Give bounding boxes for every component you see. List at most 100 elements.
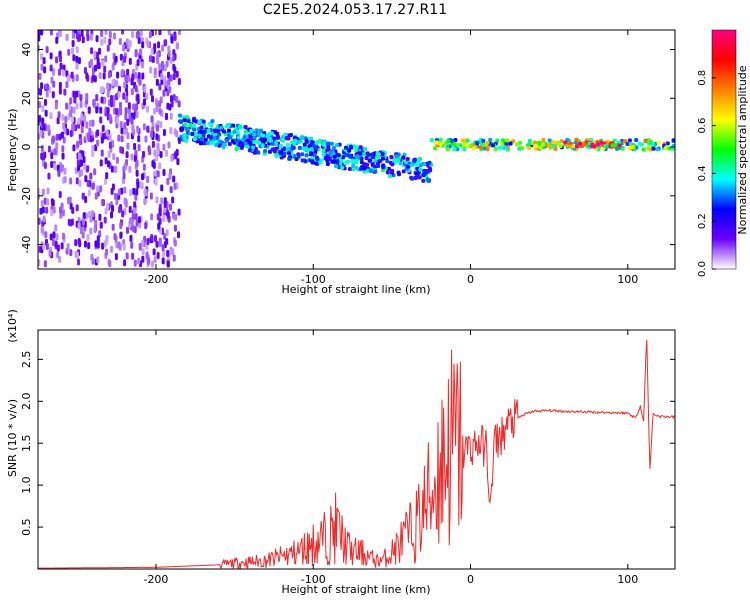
spectrogram-cell xyxy=(376,163,381,168)
spectrogram-cell xyxy=(551,143,556,148)
spectrogram-cell xyxy=(86,233,90,241)
spectrogram-cell xyxy=(280,137,285,142)
spectrogram-cell xyxy=(114,165,118,173)
spectrogram-cell xyxy=(453,137,458,142)
spectrogram-cell xyxy=(405,156,410,161)
spectrogram-cell xyxy=(81,192,85,200)
spectrogram-cell xyxy=(172,94,176,102)
spectrogram-cell xyxy=(309,139,314,144)
spectrogram-cell xyxy=(46,83,50,91)
spectrogram-cell xyxy=(170,154,174,162)
spectrogram-cell xyxy=(336,153,341,158)
spectrogram-cell xyxy=(222,142,227,147)
spectrogram-cell xyxy=(154,169,158,177)
spectrogram-cell xyxy=(95,35,99,43)
spectrogram-cell xyxy=(119,231,123,239)
spectrogram-cell xyxy=(47,145,51,153)
spectrogram-cell xyxy=(52,68,56,76)
spectrogram-cell xyxy=(40,226,44,234)
spectrogram-cell xyxy=(80,112,84,120)
spectrogram-cell xyxy=(55,56,59,64)
x-tick-label: 100 xyxy=(617,573,638,586)
spectrogram-cell xyxy=(95,185,99,193)
spectrogram-cell xyxy=(40,52,44,60)
spectrogram-cell xyxy=(72,106,76,114)
spectrogram-cell xyxy=(206,129,211,134)
spectrogram-cell xyxy=(151,140,155,148)
colorbar-label: Normalized spectral amplitude xyxy=(736,65,749,234)
spectrogram-cell xyxy=(70,115,74,123)
spectrogram-cell xyxy=(508,141,513,146)
spectrogram-cell xyxy=(184,115,189,120)
spectrogram-cell xyxy=(485,140,490,145)
spectrogram-cell xyxy=(354,145,359,150)
spectrogram-cell xyxy=(287,156,292,161)
colorbar-tick-label: 0.8 xyxy=(697,70,708,86)
spectrogram-cell xyxy=(186,119,191,124)
spectrogram-cell xyxy=(101,198,105,206)
spectrogram-cell xyxy=(45,206,49,214)
spectrogram-cell xyxy=(388,174,393,179)
spectrogram-cell xyxy=(137,257,141,265)
spectrogram-cell xyxy=(152,248,156,256)
y-tick-label: 0.5 xyxy=(20,518,33,536)
spectrogram-cell xyxy=(234,146,239,151)
spectrogram-cell xyxy=(175,70,179,78)
spectrogram-cell xyxy=(232,129,237,134)
spectrogram-cell xyxy=(123,259,127,267)
spectrogram-cell xyxy=(123,121,127,129)
spectrogram-cell xyxy=(452,142,457,147)
spectrogram-cell xyxy=(89,215,93,223)
spectrogram-cell xyxy=(134,49,138,57)
snr-series-line xyxy=(38,339,675,569)
spectrogram-cell xyxy=(365,151,370,156)
spectrogram-cell xyxy=(488,137,493,142)
spectrogram-cell xyxy=(77,117,81,125)
spectrogram-cell xyxy=(422,162,427,167)
spectrogram-cell xyxy=(318,160,323,165)
spectrogram-cell xyxy=(174,152,178,160)
spectrogram-cell xyxy=(99,106,103,114)
spectrogram-cell xyxy=(291,145,296,150)
spectrogram-cell xyxy=(92,98,96,106)
spectrogram-cell xyxy=(251,145,256,150)
spectrogram-cell xyxy=(133,201,137,209)
spectrogram-cell xyxy=(130,88,134,96)
spectrogram-cell xyxy=(143,198,147,206)
spectrogram-cell xyxy=(304,139,309,144)
spectrogram-cell xyxy=(40,82,44,90)
spectrogram-cell xyxy=(89,227,93,235)
spectrogram-cell xyxy=(47,124,51,132)
spectrogram-cell xyxy=(108,141,112,149)
spectrogram-cell xyxy=(643,139,648,144)
spectrogram-cell xyxy=(144,135,148,143)
spectrogram-cell xyxy=(134,149,138,157)
spectrogram-cell xyxy=(70,218,74,226)
spectrogram-cell xyxy=(595,142,600,147)
spectrogram-cell xyxy=(125,252,129,260)
spectrogram-cell xyxy=(129,188,133,196)
spectrogram-cell xyxy=(145,251,149,259)
spectrogram-cell xyxy=(148,55,152,63)
spectrogram-cell xyxy=(458,143,463,148)
spectrogram-cell xyxy=(110,165,114,173)
spectrogram-cell xyxy=(105,129,109,137)
spectrogram-cell xyxy=(120,135,124,143)
spectrogram-cell xyxy=(83,240,87,248)
x-tick-label: -100 xyxy=(301,273,326,286)
spectrogram-cell xyxy=(381,165,386,170)
spectrogram-cell xyxy=(287,151,292,156)
spectrogram-cell xyxy=(175,130,179,138)
spectrogram-cell xyxy=(210,119,215,124)
spectrogram-cell xyxy=(190,131,195,136)
spectrogram-cell xyxy=(110,187,114,195)
spectrogram-cell xyxy=(45,90,49,98)
spectrogram-cell xyxy=(285,142,290,147)
spectrogram-cell xyxy=(80,126,84,134)
spectrogram-cell xyxy=(425,177,430,182)
spectrogram-cell xyxy=(153,43,157,51)
spectrogram-cell xyxy=(144,222,148,230)
spectrogram-cell xyxy=(185,130,190,135)
spectrogram-cell xyxy=(263,149,268,154)
spectrogram-cell xyxy=(547,138,552,143)
